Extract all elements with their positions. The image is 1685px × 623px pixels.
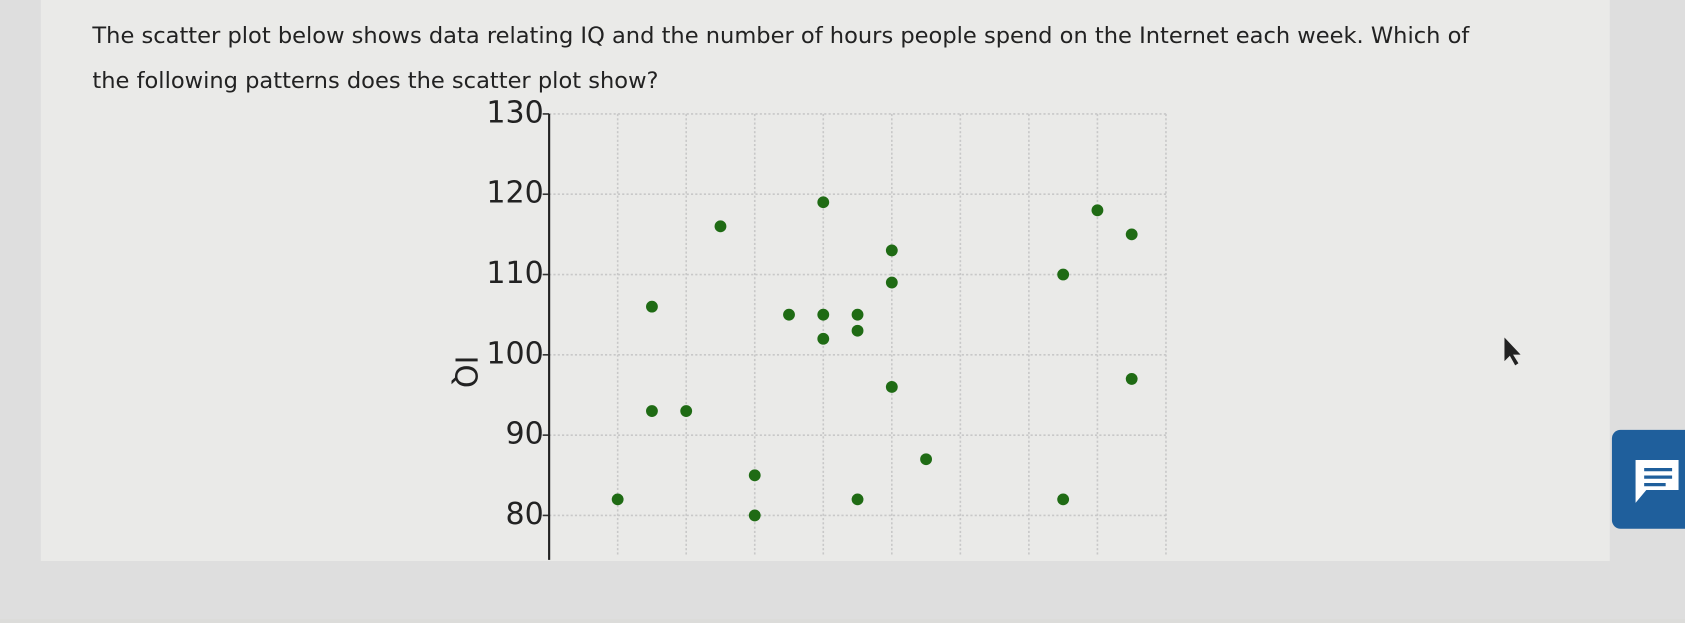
y-axis-label: IQ <box>448 356 483 389</box>
point <box>1057 268 1070 281</box>
point <box>885 381 898 393</box>
y-tick-label: 130 <box>486 95 543 130</box>
y-tick-label: 80 <box>505 497 543 532</box>
point <box>783 308 795 321</box>
point <box>646 300 658 313</box>
feedback-icon-lines <box>1644 468 1673 487</box>
point <box>817 332 830 345</box>
point <box>748 469 761 482</box>
point <box>1091 204 1104 217</box>
point <box>851 324 864 337</box>
y-tick-label: 120 <box>486 176 543 211</box>
point <box>714 220 727 233</box>
panel <box>40 0 1610 561</box>
question-line: The scatter plot below shows data relati… <box>91 23 1470 49</box>
point <box>611 493 624 506</box>
point <box>1125 228 1138 241</box>
point <box>817 308 830 321</box>
point <box>851 308 864 321</box>
y-tick-label: 100 <box>486 336 543 371</box>
question-line: the following patterns does the scatter … <box>92 68 658 94</box>
cursor <box>1504 337 1521 366</box>
point <box>680 405 693 417</box>
point <box>920 453 932 466</box>
y-tick-label: 110 <box>486 256 543 291</box>
point <box>885 244 898 257</box>
point <box>851 493 864 506</box>
point <box>817 196 830 209</box>
point <box>646 405 658 417</box>
point <box>1057 493 1070 506</box>
point <box>1125 373 1138 385</box>
y-tick-label: 90 <box>505 417 543 452</box>
point <box>748 509 761 522</box>
point <box>885 276 898 289</box>
